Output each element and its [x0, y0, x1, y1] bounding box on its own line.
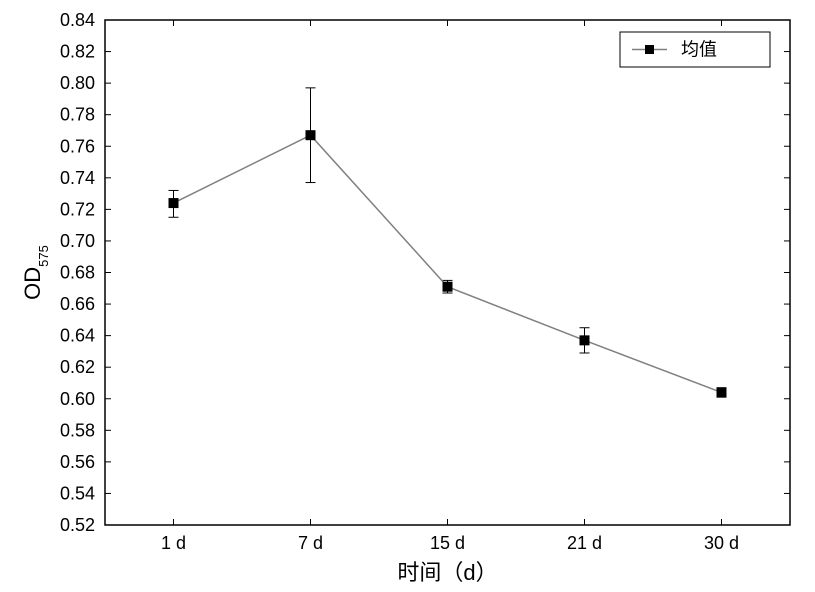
- y-tick-label: 0.70: [60, 231, 95, 251]
- legend-marker: [645, 45, 654, 54]
- x-tick-label: 30 d: [704, 533, 739, 553]
- x-tick-label: 21 d: [567, 533, 602, 553]
- x-axis-title: 时间（d）: [397, 560, 497, 585]
- x-tick-label: 1 d: [161, 533, 186, 553]
- y-tick-label: 0.84: [60, 10, 95, 30]
- y-tick-label: 0.74: [60, 168, 95, 188]
- chart-svg: 0.52 0.54 0.56 0.58 0.60 0.62 0.64 0.66 0.68 0.70…: [0, 0, 815, 592]
- y-tick-label: 0.80: [60, 73, 95, 93]
- y-tick-label: 0.72: [60, 199, 95, 219]
- y-tick-label: 0.68: [60, 263, 95, 283]
- y-tick-label: 0.78: [60, 105, 95, 125]
- y-tick-label: 0.64: [60, 326, 95, 346]
- plot-frame: [105, 20, 790, 525]
- series-line: [174, 135, 722, 392]
- y-tick-label: 0.82: [60, 42, 95, 62]
- y-tick-label: 0.52: [60, 515, 95, 535]
- legend-label: 均值: [681, 40, 717, 60]
- data-marker: [169, 199, 178, 208]
- line-chart: 0.52 0.54 0.56 0.58 0.60 0.62 0.64 0.66 0.68 0.70…: [0, 0, 815, 592]
- y-tick-label: 0.62: [60, 357, 95, 377]
- data-marker: [306, 131, 315, 140]
- y-tick-label: 0.56: [60, 452, 95, 472]
- y-tick-label: 0.76: [60, 136, 95, 156]
- y-tick-label: 0.66: [60, 294, 95, 314]
- data-marker: [443, 282, 452, 291]
- y-tick-label: 0.60: [60, 389, 95, 409]
- y-tick-label: 0.58: [60, 420, 95, 440]
- data-marker: [580, 336, 589, 345]
- x-tick-label: 7 d: [298, 533, 323, 553]
- y-axis-title: OD575: [20, 245, 51, 300]
- y-tick-label: 0.54: [60, 483, 95, 503]
- data-marker: [717, 388, 726, 397]
- x-tick-label: 15 d: [430, 533, 465, 553]
